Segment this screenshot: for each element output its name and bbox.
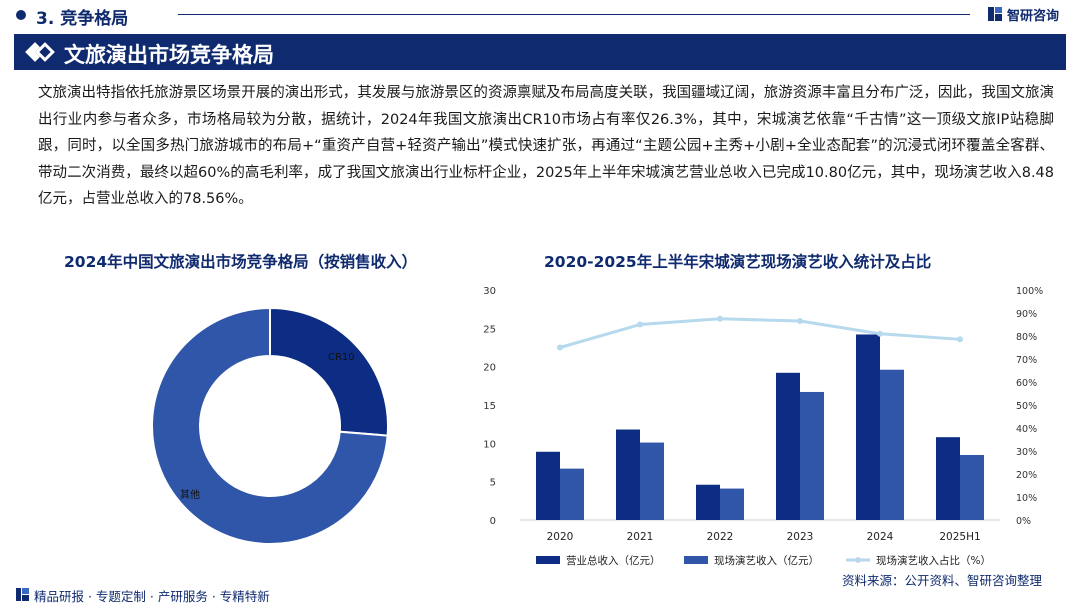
y-right-tick: 40% xyxy=(1016,424,1037,435)
bar-live-show-revenue-2023 xyxy=(800,391,824,520)
donut-slice-CR10 xyxy=(269,306,389,437)
y-right-tick: 80% xyxy=(1016,332,1037,343)
share-line xyxy=(559,317,961,349)
y-right-tick: 100% xyxy=(1016,286,1043,297)
bar-live-show-revenue-2024 xyxy=(880,369,904,520)
section-label: 3. 竞争格局 xyxy=(36,9,129,29)
legend-swatch-1 xyxy=(684,556,708,564)
x-tick-2020: 2020 xyxy=(547,531,574,543)
bar-live-show-revenue-2020 xyxy=(560,468,584,520)
donut-label-cr10: CR10 xyxy=(328,352,355,363)
donut-slice-其他 xyxy=(151,306,389,545)
y-left-tick: 10 xyxy=(483,439,496,450)
y-right-tick: 50% xyxy=(1016,401,1037,412)
donut-label-other: 其他 xyxy=(180,488,200,501)
bar-live-show-revenue-2022 xyxy=(720,488,744,520)
bar-total-revenue-2024 xyxy=(856,334,880,520)
page-title: 文旅演出市场竞争格局 xyxy=(64,43,274,67)
bar-total-revenue-2022 xyxy=(696,484,720,520)
data-source-note: 资料来源：公开资料、智研咨询整理 xyxy=(841,573,1042,588)
donut-chart-title: 2024年中国文旅演出市场竞争格局（按销售收入） xyxy=(64,253,418,271)
y-left-tick: 30 xyxy=(483,286,496,297)
bar-total-revenue-2020 xyxy=(536,451,560,520)
y-left-tick: 5 xyxy=(490,478,496,489)
y-right-tick: 10% xyxy=(1016,493,1037,504)
top-bar: 3. 竞争格局 智研咨询 xyxy=(0,0,1080,30)
brand-logo: 智研咨询 xyxy=(988,5,1078,25)
legend-marker-2 xyxy=(855,557,861,563)
y-right-tick: 20% xyxy=(1016,470,1037,481)
share-point-2022 xyxy=(717,315,723,322)
y-left-tick: 0 xyxy=(490,516,496,527)
intro-paragraph: 文旅演出特指依托旅游景区场景开展的演出形式，其发展与旅游景区的资源禀赋及布局高度… xyxy=(38,85,1054,207)
y-left-tick: 15 xyxy=(483,401,496,412)
share-point-2025H1 xyxy=(957,336,963,343)
combo-chart-title: 2020-2025年上半年宋城演艺现场演艺收入统计及占比 xyxy=(544,253,932,271)
y-left-tick: 25 xyxy=(483,324,496,335)
share-point-2023 xyxy=(797,318,803,325)
bullet-dot xyxy=(16,10,26,20)
legend-label-1: 现场演艺收入（亿元） xyxy=(714,554,819,567)
x-tick-2024: 2024 xyxy=(867,531,894,543)
x-tick-2021: 2021 xyxy=(627,531,654,543)
share-point-2024 xyxy=(877,330,883,337)
bar-total-revenue-2023 xyxy=(776,372,800,520)
footer-tagline: 精品研报 · 专题定制 · 产研服务 · 专精特新 xyxy=(34,589,270,604)
x-tick-2022: 2022 xyxy=(707,531,734,543)
title-banner: 文旅演出市场竞争格局 xyxy=(14,34,1066,70)
y-right-tick: 30% xyxy=(1016,447,1037,458)
bar-total-revenue-2021 xyxy=(616,429,640,520)
footer-logo-icon xyxy=(16,588,29,601)
y-right-tick: 60% xyxy=(1016,378,1037,389)
share-point-2021 xyxy=(637,321,643,328)
y-right-tick: 70% xyxy=(1016,355,1037,366)
header-divider xyxy=(178,14,970,15)
y-right-tick: 90% xyxy=(1016,309,1037,320)
share-point-2020 xyxy=(557,344,563,351)
bar-total-revenue-2025H1 xyxy=(936,437,960,520)
y-left-tick: 20 xyxy=(483,363,496,374)
legend-label-2: 现场演艺收入占比（%） xyxy=(876,554,991,567)
market-share-donut-chart: CR10 其他 xyxy=(151,306,389,545)
x-tick-2023: 2023 xyxy=(787,531,814,543)
revenue-combo-chart: 0 5 10 15 20 25 30 0% 10% 20% 30% 40% 50% 60% 70% 80% 90… xyxy=(483,286,1043,567)
brand-logo-icon xyxy=(988,7,1002,21)
brand-name: 智研咨询 xyxy=(1007,9,1060,24)
y-right-tick: 0% xyxy=(1016,516,1031,527)
legend-swatch-0 xyxy=(536,556,560,564)
legend-label-0: 营业总收入（亿元） xyxy=(566,554,661,567)
x-tick-2025H1: 2025H1 xyxy=(939,531,980,543)
bar-live-show-revenue-2025H1 xyxy=(960,454,984,520)
bar-live-show-revenue-2021 xyxy=(640,442,664,520)
